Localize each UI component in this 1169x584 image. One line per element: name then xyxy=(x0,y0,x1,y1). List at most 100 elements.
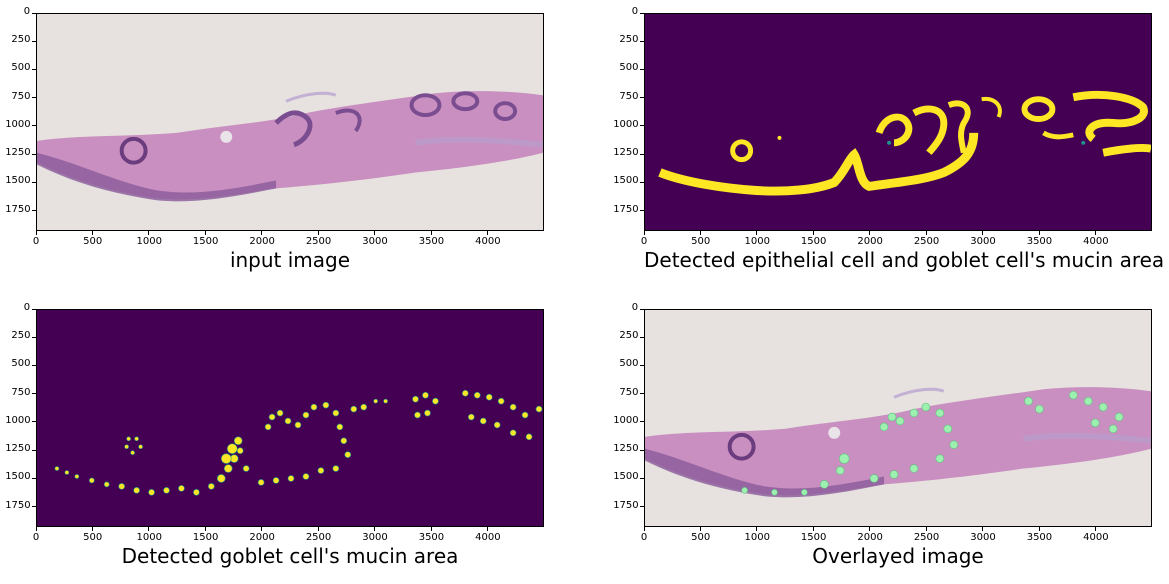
x-tick-mark xyxy=(756,527,758,531)
overlay-histology-image xyxy=(645,387,1151,498)
epithelial-mask-axes xyxy=(644,13,1152,231)
x-tick-mark xyxy=(643,231,645,235)
y-tick-label: 500 xyxy=(11,358,31,370)
panel-caption: Detected goblet cell's mucin area xyxy=(121,544,459,568)
x-tick-label: 4000 xyxy=(475,236,501,247)
y-tick-label: 1250 xyxy=(613,443,639,455)
x-tick-mark xyxy=(925,527,927,531)
y-tick-mark xyxy=(32,308,36,310)
x-tick-mark xyxy=(699,231,701,235)
x-tick-label: 1500 xyxy=(800,532,827,543)
x-tick-label: 2500 xyxy=(305,532,332,543)
x-tick-mark xyxy=(1095,231,1097,235)
x-tick-label: 500 xyxy=(83,236,103,247)
x-tick-label: 2000 xyxy=(249,236,275,247)
x-tick-label: 1500 xyxy=(192,236,219,247)
x-tick-mark xyxy=(35,231,37,235)
y-tick-label: 500 xyxy=(11,62,31,74)
y-tick-mark xyxy=(32,97,36,99)
x-tick-mark xyxy=(430,527,432,531)
y-tick-mark xyxy=(32,364,36,366)
x-tick-mark xyxy=(812,527,814,531)
x-tick-label: 4000 xyxy=(475,532,501,543)
x-tick-mark xyxy=(317,231,319,235)
overlay-image-axes xyxy=(644,309,1152,527)
x-tick-label: 1000 xyxy=(136,236,162,247)
y-tick-label: 1500 xyxy=(5,471,31,483)
y-tick-mark xyxy=(640,506,644,508)
y-tick-label: 750 xyxy=(619,386,639,398)
x-tick-label: 1500 xyxy=(800,236,827,247)
x-tick-mark xyxy=(317,527,319,531)
y-tick-mark xyxy=(640,12,644,14)
x-tick-label: 2000 xyxy=(857,532,883,543)
x-tick-mark xyxy=(261,231,263,235)
x-tick-label: 0 xyxy=(640,236,648,247)
x-tick-mark xyxy=(982,527,984,531)
x-tick-mark xyxy=(35,527,37,531)
y-tick-label: 1000 xyxy=(613,414,639,426)
x-tick-mark xyxy=(204,527,206,531)
epithelial-mask-image xyxy=(658,90,1151,196)
y-tick-label: 1500 xyxy=(5,175,31,187)
y-tick-label: 0 xyxy=(631,302,639,313)
x-tick-label: 500 xyxy=(691,236,711,247)
x-tick-mark xyxy=(148,527,150,531)
y-tick-mark xyxy=(640,336,644,338)
x-tick-label: 500 xyxy=(691,532,711,543)
x-tick-mark xyxy=(374,231,376,235)
x-tick-mark xyxy=(982,231,984,235)
x-tick-label: 3000 xyxy=(970,236,996,247)
panel-input-image: 0 500 1000 1500 2000 2500 3000 3500 4000 0 250 500 7… xyxy=(0,0,585,292)
x-tick-label: 4000 xyxy=(1083,236,1109,247)
y-tick-label: 0 xyxy=(23,6,31,17)
y-tick-label: 1500 xyxy=(613,175,639,187)
y-tick-mark xyxy=(32,125,36,127)
x-tick-mark xyxy=(756,231,758,235)
x-tick-label: 4000 xyxy=(1083,532,1109,543)
y-tick-label: 750 xyxy=(11,90,31,102)
y-tick-label: 1250 xyxy=(613,147,639,159)
x-tick-label: 1000 xyxy=(136,532,162,543)
y-tick-mark xyxy=(32,40,36,42)
y-tick-mark xyxy=(32,12,36,14)
x-tick-label: 1000 xyxy=(744,532,770,543)
y-tick-label: 750 xyxy=(619,90,639,102)
y-tick-mark xyxy=(32,181,36,183)
x-tick-label: 3000 xyxy=(970,532,996,543)
panel-goblet-mask: 0 500 1000 1500 2000 2500 3000 3500 4000 0 250 500 7… xyxy=(0,292,585,584)
x-tick-label: 3000 xyxy=(362,532,388,543)
y-tick-label: 1500 xyxy=(613,471,639,483)
input-histology-image xyxy=(37,91,543,202)
x-tick-label: 3500 xyxy=(418,236,445,247)
y-tick-mark xyxy=(640,181,644,183)
y-tick-mark xyxy=(640,153,644,155)
x-tick-mark xyxy=(91,527,93,531)
y-tick-mark xyxy=(640,477,644,479)
x-tick-mark xyxy=(1038,231,1040,235)
goblet-mask-image xyxy=(54,389,543,496)
x-tick-mark xyxy=(487,231,489,235)
x-tick-mark xyxy=(430,231,432,235)
x-tick-label: 3000 xyxy=(362,236,388,247)
y-tick-label: 1250 xyxy=(5,443,31,455)
y-tick-mark xyxy=(640,308,644,310)
x-tick-mark xyxy=(1038,527,1040,531)
panel-caption: input image xyxy=(229,248,351,272)
goblet-mask-axes xyxy=(36,309,544,527)
y-tick-mark xyxy=(32,210,36,212)
panel-caption: Overlayed image xyxy=(812,544,984,568)
y-tick-label: 250 xyxy=(619,330,639,342)
y-tick-mark xyxy=(32,336,36,338)
x-tick-label: 3500 xyxy=(1026,236,1053,247)
x-tick-mark xyxy=(91,231,93,235)
x-tick-mark xyxy=(261,527,263,531)
y-tick-label: 250 xyxy=(11,330,31,342)
x-tick-label: 3500 xyxy=(418,532,445,543)
y-tick-mark xyxy=(32,477,36,479)
y-tick-mark xyxy=(32,393,36,395)
x-tick-label: 0 xyxy=(640,532,648,543)
y-tick-mark xyxy=(32,153,36,155)
x-tick-mark xyxy=(699,527,701,531)
panel-overlay-image: 0 500 1000 1500 2000 2500 3000 3500 4000 0 250 500 7… xyxy=(585,292,1169,584)
